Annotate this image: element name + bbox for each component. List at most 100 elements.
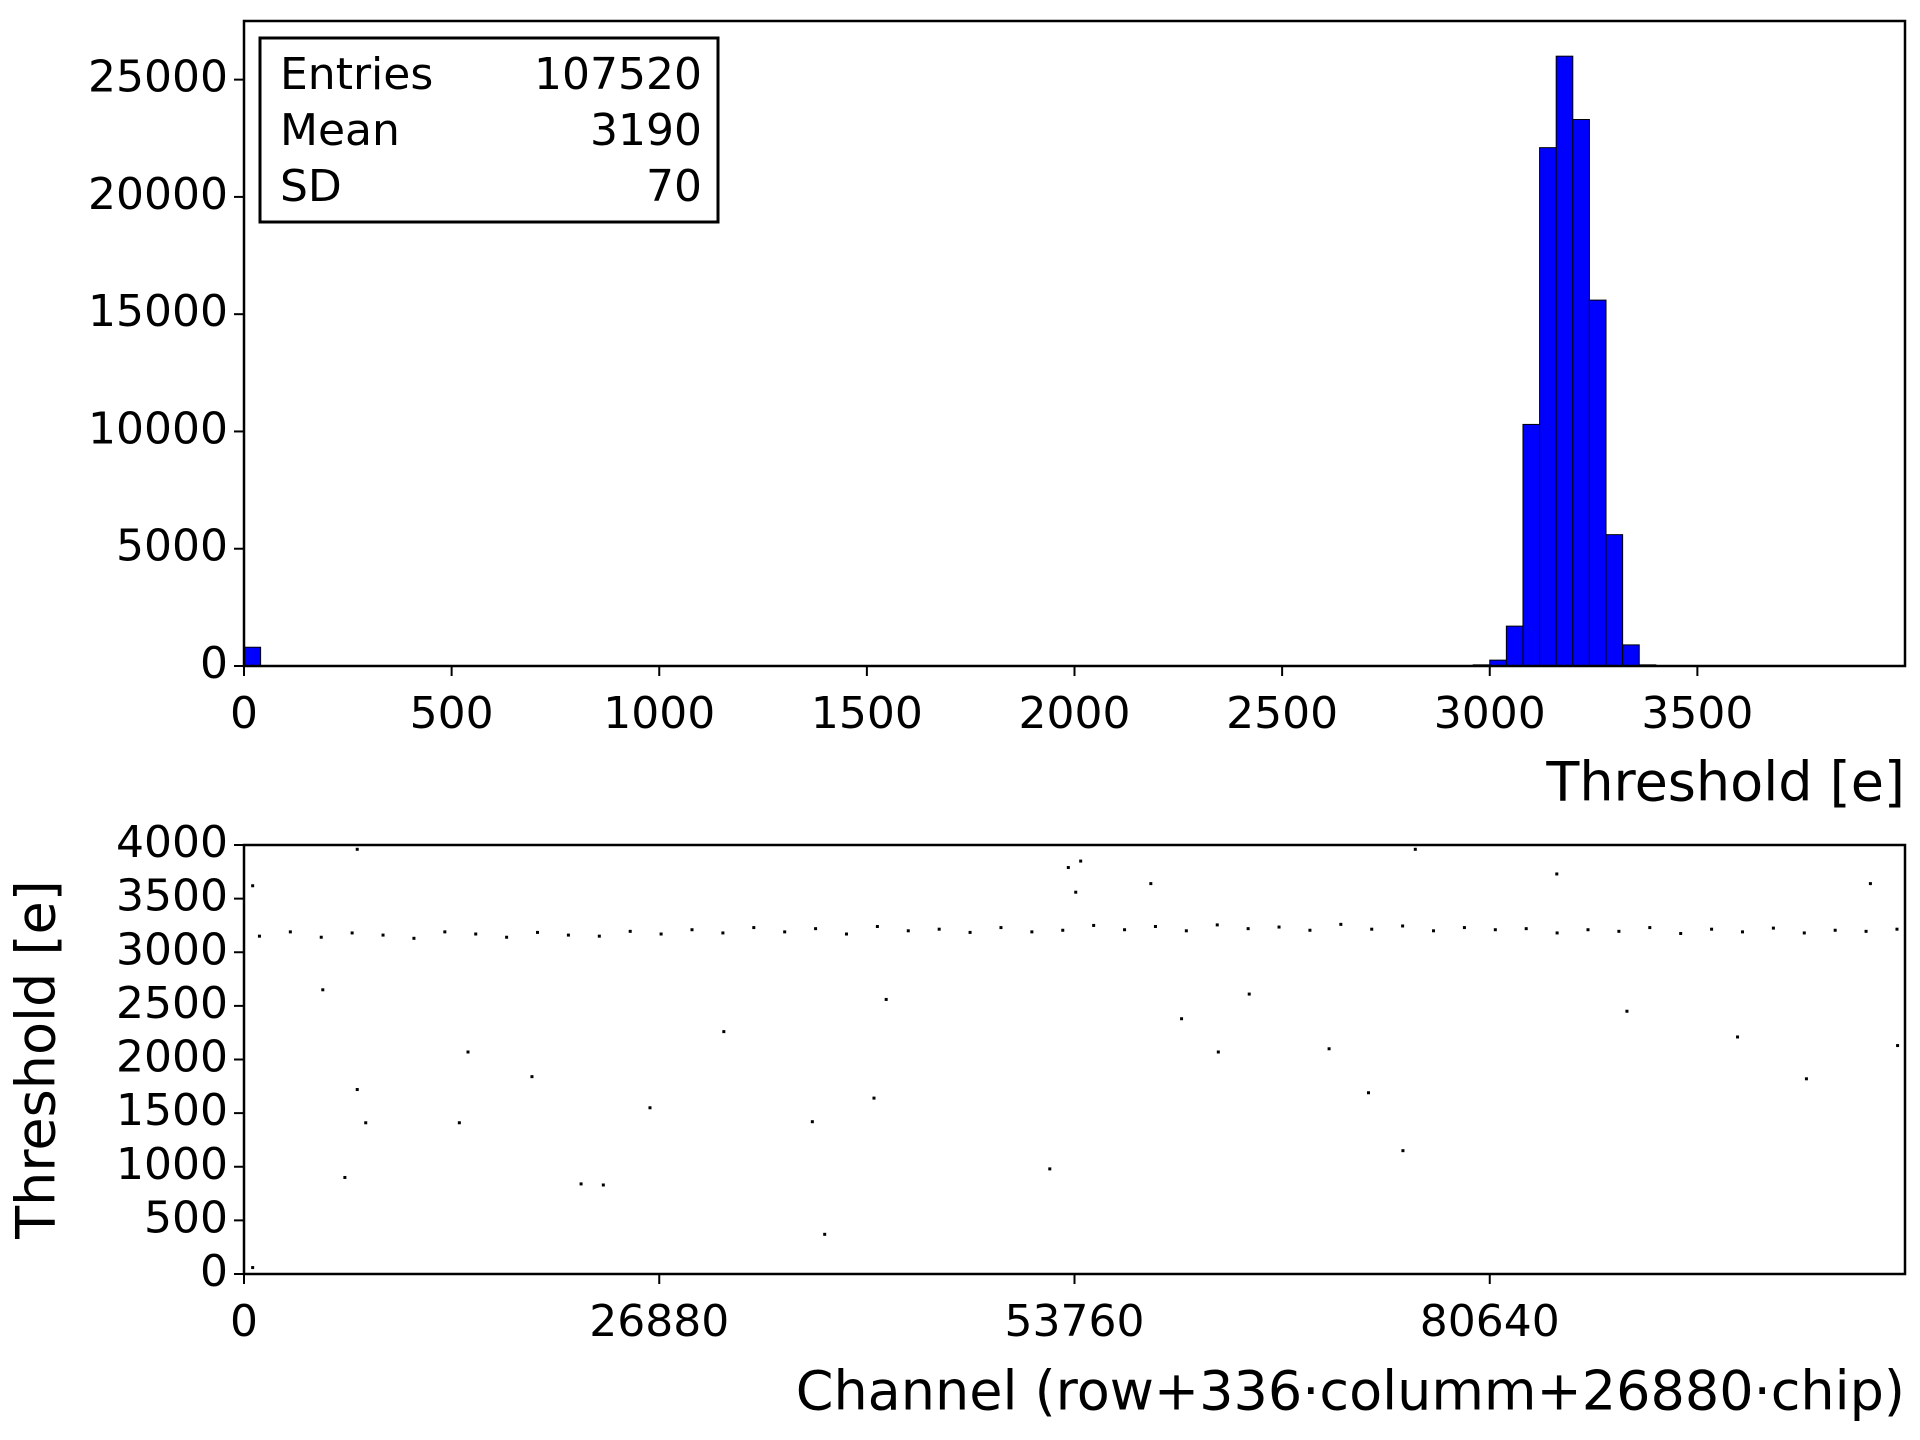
- bar: [1605, 534, 1624, 667]
- point: [443, 930, 447, 934]
- x-tick-label: 500: [410, 688, 494, 739]
- point: [628, 929, 632, 933]
- point: [1074, 890, 1078, 894]
- point: [566, 933, 570, 937]
- point: [690, 928, 694, 932]
- stats-box: [258, 36, 720, 224]
- x-tick-label: 53760: [1005, 1296, 1145, 1347]
- y-tick-label: 20000: [88, 169, 228, 220]
- point: [1771, 926, 1775, 930]
- point: [1586, 928, 1590, 932]
- point: [1153, 925, 1157, 929]
- y-tick-label: 5000: [116, 521, 228, 572]
- y-tick-label: 500: [144, 1192, 228, 1243]
- y-tick-label: 3500: [116, 871, 228, 922]
- plot-frame: [242, 843, 1907, 1276]
- point: [1216, 1050, 1220, 1054]
- point: [536, 930, 540, 934]
- point: [783, 930, 787, 934]
- point: [1277, 925, 1281, 929]
- point: [251, 1266, 255, 1270]
- point: [1864, 929, 1868, 933]
- stats-label: Entries: [280, 49, 433, 100]
- point: [251, 884, 255, 888]
- point: [906, 929, 910, 933]
- y-tick-label: 0: [200, 638, 228, 689]
- x-tick-label: 1000: [603, 688, 715, 739]
- x-tick-label: 3500: [1641, 688, 1753, 739]
- point: [1740, 930, 1744, 934]
- point: [466, 1050, 470, 1054]
- point: [1180, 1017, 1184, 1021]
- point: [1736, 1035, 1740, 1039]
- point: [814, 927, 818, 931]
- y-axis-label: Threshold [e]: [5, 880, 68, 1240]
- stats-value: 107520: [534, 49, 702, 100]
- y-tick-label: 1000: [116, 1139, 228, 1190]
- point: [1648, 926, 1652, 930]
- point: [1679, 931, 1683, 935]
- point: [1802, 931, 1806, 935]
- stats-label: Mean: [280, 105, 400, 156]
- y-tick-label: 4000: [116, 817, 228, 868]
- x-tick-label: 2000: [1019, 688, 1131, 739]
- bar: [243, 646, 262, 667]
- point: [823, 1232, 827, 1236]
- bar: [1539, 147, 1557, 667]
- bar: [1505, 625, 1524, 667]
- point: [343, 1175, 347, 1179]
- point: [659, 932, 663, 936]
- point: [1432, 929, 1436, 933]
- point: [1710, 927, 1714, 931]
- y-tick-label: 25000: [88, 52, 228, 103]
- point: [1327, 1047, 1331, 1051]
- point: [1247, 992, 1251, 996]
- point: [884, 997, 888, 1001]
- point: [474, 932, 478, 936]
- point: [1895, 927, 1899, 931]
- point: [505, 935, 509, 939]
- point: [1896, 1044, 1900, 1048]
- point: [1868, 882, 1872, 886]
- point: [321, 988, 325, 992]
- point: [1308, 928, 1312, 932]
- point: [257, 934, 261, 938]
- x-tick-label: 2500: [1226, 688, 1338, 739]
- bar: [1622, 644, 1640, 667]
- stats-label: SD: [280, 161, 342, 212]
- x-tick-label: 3000: [1434, 688, 1546, 739]
- point: [1617, 929, 1621, 933]
- point: [1833, 928, 1837, 932]
- y-tick-label: 15000: [88, 286, 228, 337]
- y-tick-label: 10000: [88, 403, 228, 454]
- point: [530, 1075, 534, 1079]
- point: [1215, 923, 1219, 927]
- point: [1149, 882, 1153, 886]
- point: [968, 930, 972, 934]
- point: [1524, 927, 1528, 931]
- y-tick-label: 2000: [116, 1032, 228, 1083]
- x-tick-label: 0: [230, 688, 258, 739]
- x-tick-label: 0: [230, 1296, 258, 1347]
- point: [355, 1088, 359, 1092]
- point: [1462, 926, 1466, 930]
- stats-value: 70: [646, 161, 702, 212]
- point: [381, 933, 385, 937]
- point: [1030, 930, 1034, 934]
- point: [721, 931, 725, 935]
- bar: [1588, 299, 1607, 667]
- point: [1184, 929, 1188, 933]
- point: [1625, 1009, 1629, 1013]
- x-tick-label: 80640: [1420, 1296, 1560, 1347]
- point: [1339, 922, 1343, 926]
- point: [872, 1096, 876, 1100]
- point: [1493, 928, 1497, 932]
- point: [1048, 1167, 1052, 1171]
- point: [319, 935, 323, 939]
- point: [1246, 927, 1250, 931]
- point: [875, 925, 879, 929]
- point: [999, 926, 1003, 930]
- point: [1079, 859, 1083, 863]
- point: [601, 1183, 605, 1187]
- point: [844, 932, 848, 936]
